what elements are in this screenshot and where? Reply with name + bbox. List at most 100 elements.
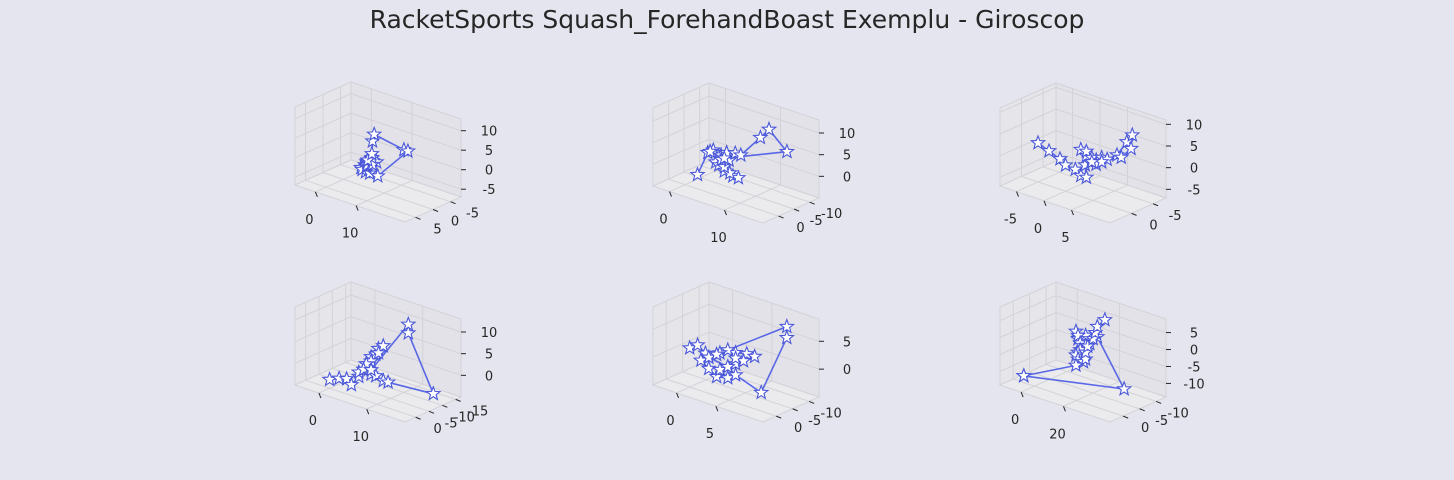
y-tick-label: -5 (1169, 209, 1182, 224)
data-point (400, 315, 417, 332)
data-point (1015, 367, 1032, 383)
grid-y (305, 302, 416, 418)
y-tick-label: -5 (445, 416, 458, 431)
x-tick (1062, 406, 1066, 412)
y-tick-label: -10 (821, 207, 842, 222)
grid-y (1029, 293, 1140, 410)
data-point (716, 158, 733, 174)
z-tick-label: 0 (1190, 162, 1198, 177)
subplot-3: -5 0 5 0 -5 10 5 0 -5 (998, 82, 1203, 246)
grid-x (724, 107, 781, 211)
data-point (1040, 142, 1058, 158)
data-point (399, 142, 417, 159)
grid-z (999, 295, 1167, 334)
data-point (1051, 150, 1069, 166)
y-tick-label: 0 (1141, 421, 1149, 436)
data-point (338, 370, 355, 386)
data-point (1115, 380, 1133, 396)
data-point (719, 358, 736, 374)
y-tick (808, 400, 815, 404)
data-point (708, 345, 725, 362)
y-tick (1131, 212, 1137, 216)
grid-y (322, 94, 434, 210)
data-point (343, 376, 360, 392)
grid-x (366, 306, 424, 410)
grid-y (682, 293, 793, 410)
x-tick (355, 205, 359, 211)
y-tick-label: -5 (810, 214, 823, 229)
y-tick (793, 208, 800, 212)
pane-floor (998, 160, 1168, 224)
data-point (738, 345, 755, 361)
data-point (1067, 160, 1084, 177)
grid-y (331, 290, 443, 406)
grid-z (294, 93, 462, 132)
data-point (1113, 148, 1130, 165)
grid-z (999, 86, 1167, 125)
z-tick-label: 5 (485, 144, 493, 159)
grid-z (999, 311, 1167, 350)
z-tick-label: 10 (1186, 118, 1203, 133)
z-tick-label: -5 (483, 183, 496, 198)
z-tick-label: 5 (843, 335, 851, 350)
y-tick (415, 216, 421, 220)
data-point (746, 348, 763, 364)
z-tick-label: 0 (485, 164, 493, 179)
y-tick (455, 398, 461, 402)
y-tick-label: 0 (1149, 218, 1157, 233)
z-tick-label: 10 (481, 125, 498, 140)
z-tick-label: 0 (1190, 344, 1198, 359)
y-tick-label: -5 (808, 414, 821, 429)
grid-z (652, 117, 820, 156)
grid-y (340, 86, 451, 203)
z-tick-label: -10 (1183, 377, 1204, 392)
x-tick-label: 10 (352, 430, 369, 445)
grid-x (715, 303, 773, 407)
data-point (400, 324, 417, 340)
grid-y (665, 301, 777, 417)
x-tick-label: 5 (1061, 231, 1069, 246)
grid-z (999, 130, 1167, 169)
x-tick (1020, 391, 1024, 398)
y-tick (450, 201, 456, 205)
z-tick-label: 10 (839, 127, 856, 142)
y-tick (809, 201, 815, 205)
x-tick (366, 408, 370, 415)
y-tick (1139, 408, 1145, 412)
x-tick-label: -5 (1004, 213, 1017, 228)
y-tick-label: -5 (466, 207, 479, 222)
grid-y (1012, 301, 1124, 417)
grid-z (294, 316, 462, 355)
figure-title: RacketSports Squash_ForehandBoast Exempl… (369, 5, 1085, 34)
z-tick-label: -5 (1188, 360, 1201, 375)
y-tick (1122, 415, 1129, 419)
grid-z (294, 132, 462, 171)
grid-z (652, 138, 820, 177)
y-tick (415, 416, 421, 420)
data-point (1083, 153, 1100, 170)
grid-x (355, 102, 413, 207)
x-tick-label: 10 (710, 231, 727, 246)
y-tick (432, 209, 439, 212)
data-point (1077, 350, 1094, 367)
z-tick-label: -5 (1188, 183, 1201, 198)
y-tick (1155, 400, 1162, 404)
data-point (708, 368, 725, 384)
data-point (1029, 134, 1047, 150)
grid-y (305, 102, 416, 218)
data-point (727, 366, 744, 382)
data-point (379, 373, 397, 390)
data-point (689, 166, 706, 182)
z-tick-label: 5 (485, 348, 493, 363)
y-tick-label: 0 (451, 215, 459, 230)
y-tick-label: 0 (794, 421, 802, 436)
x-tick-label: 0 (309, 414, 317, 429)
data-point (362, 361, 380, 377)
y-tick-label: -15 (467, 404, 488, 419)
grid-y (345, 284, 456, 400)
grid-z (294, 337, 462, 376)
